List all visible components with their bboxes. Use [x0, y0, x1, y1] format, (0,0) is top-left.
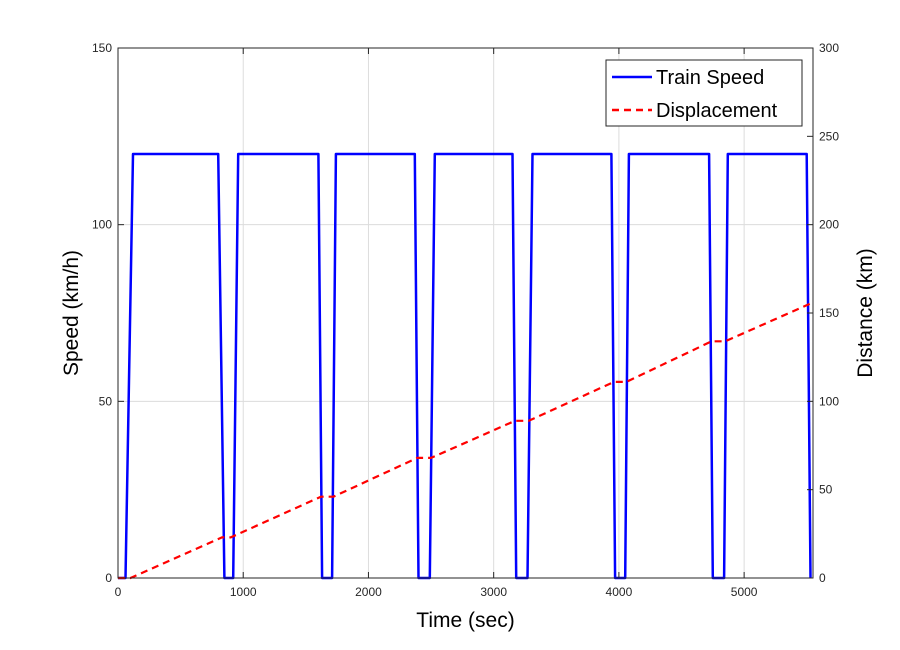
x-tick-label: 1000	[230, 585, 257, 599]
x-tick-label: 0	[115, 585, 122, 599]
legend-label-displacement: Displacement	[656, 100, 778, 122]
left-y-tick-label: 150	[92, 41, 112, 55]
x-tick-label: 2000	[355, 585, 382, 599]
left-y-tick-label: 0	[105, 571, 112, 585]
x-tick-label: 4000	[606, 585, 633, 599]
legend-label-train-speed: Train Speed	[656, 67, 764, 89]
right-y-tick-label: 300	[819, 41, 839, 55]
x-tick-label: 3000	[480, 585, 507, 599]
right-y-tick-label: 200	[819, 218, 839, 232]
legend-box	[605, 59, 803, 127]
right-y-axis-label: Distance (km)	[854, 248, 877, 378]
plot-area	[117, 47, 814, 580]
axis-ticks	[117, 47, 813, 579]
left-y-axis-label: Speed (km/h)	[60, 250, 83, 376]
left-y-tick-label: 50	[99, 394, 113, 408]
x-tick-label: 5000	[731, 585, 758, 599]
right-y-tick-label: 100	[819, 394, 839, 408]
x-axis-label: Time (sec)	[416, 609, 514, 632]
right-y-tick-label: 50	[819, 483, 833, 497]
right-y-tick-label: 150	[819, 306, 839, 320]
right-y-tick-label: 250	[819, 129, 839, 143]
axis-labels: Time (sec) Speed (km/h) Distance (km)	[60, 248, 877, 632]
left-y-tick-label: 100	[92, 218, 112, 232]
legend: Train Speed Displacement	[605, 59, 803, 127]
right-y-tick-label: 0	[819, 571, 826, 585]
series-line-displacement	[118, 301, 814, 580]
